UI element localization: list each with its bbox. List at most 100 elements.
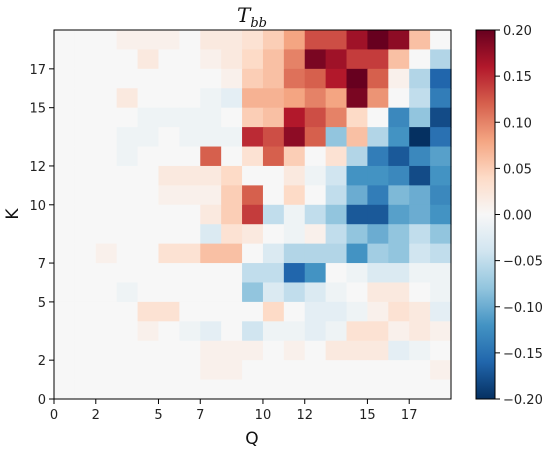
heatmap-cell <box>409 30 431 51</box>
heatmap-cell <box>388 379 410 400</box>
heatmap-cell <box>221 282 243 303</box>
heatmap-cell <box>325 185 348 206</box>
heatmap-cell <box>283 379 306 400</box>
heatmap-cell <box>137 263 160 284</box>
x-tick-label: 0 <box>50 408 58 423</box>
heatmap-cell <box>158 49 180 70</box>
heatmap-cell <box>200 282 222 303</box>
heatmap-cell <box>221 68 243 89</box>
heatmap-cell <box>304 185 327 206</box>
heatmap-cell <box>74 88 97 109</box>
heatmap-cell <box>325 204 348 225</box>
heatmap-cell <box>304 321 327 342</box>
heatmap-cell <box>388 49 410 70</box>
heatmap-cell <box>137 379 160 400</box>
heatmap-cell <box>283 107 306 128</box>
heatmap-cell <box>95 379 118 400</box>
heatmap-cell <box>346 146 369 167</box>
heatmap-cell <box>221 165 243 186</box>
heatmap-cell <box>430 224 452 245</box>
y-axis-ticks: 0 2 5 7 10 12 15 17 <box>29 63 54 408</box>
heatmap-cell <box>325 282 348 303</box>
heatmap-cell <box>200 321 222 342</box>
heatmap-cell <box>409 263 431 284</box>
heatmap-cell <box>388 340 410 361</box>
heatmap-cell <box>242 165 264 186</box>
plot-frame <box>53 29 452 400</box>
heatmap-cell <box>221 107 243 128</box>
colorbar-tick-label: −0.05 <box>503 255 543 270</box>
colorbar-tick-label: 0.05 <box>503 162 532 177</box>
heatmap-cell <box>388 165 410 186</box>
heatmap-cell <box>116 243 139 264</box>
heatmap-cell <box>74 263 97 284</box>
heatmap-cell <box>221 49 243 70</box>
heatmap-cell <box>179 379 201 400</box>
heatmap-cell <box>242 243 264 264</box>
heatmap-cell <box>242 282 264 303</box>
heatmap-cell <box>283 340 306 361</box>
heatmap-cell <box>304 88 327 109</box>
heatmap-cell <box>200 30 222 51</box>
heatmap-cell <box>430 185 452 206</box>
heatmap-cell <box>116 204 139 225</box>
heatmap-cell <box>388 68 410 89</box>
heatmap-cell <box>158 301 180 322</box>
heatmap-cell <box>430 204 452 225</box>
heatmap-cell <box>158 146 180 167</box>
x-tick-label: 10 <box>255 408 272 423</box>
heatmap-cell <box>158 107 180 128</box>
heatmap-cell <box>179 243 201 264</box>
heatmap-cell <box>388 243 410 264</box>
heatmap-cell <box>95 204 118 225</box>
heatmap-cell <box>116 165 139 186</box>
x-tick-label: 7 <box>196 408 204 423</box>
y-tick-label: 12 <box>29 160 46 175</box>
heatmap-cell <box>283 88 306 109</box>
heatmap-cell <box>242 68 264 89</box>
heatmap-cell <box>179 165 201 186</box>
heatmap-cell <box>262 68 285 89</box>
heatmap-cell <box>74 282 97 303</box>
y-tick-label: 17 <box>29 63 46 78</box>
heatmap-cell <box>179 68 201 89</box>
heatmap-cell <box>262 340 285 361</box>
heatmap-cell <box>179 127 201 148</box>
heatmap-cell <box>346 185 369 206</box>
heatmap-cell <box>137 301 160 322</box>
heatmap-cell <box>409 88 431 109</box>
heatmap-cell <box>74 68 97 89</box>
heatmap-cell <box>116 49 139 70</box>
heatmap-cell <box>200 340 222 361</box>
heatmap-cell <box>388 263 410 284</box>
heatmap-cell <box>116 185 139 206</box>
heatmap-cell <box>54 243 76 264</box>
heatmap-cell <box>158 243 180 264</box>
heatmap-cell <box>388 204 410 225</box>
heatmap-cell <box>430 107 452 128</box>
heatmap-cell <box>54 88 76 109</box>
heatmap-cell <box>346 49 369 70</box>
heatmap-cell <box>179 282 201 303</box>
heatmap-cell <box>179 185 201 206</box>
heatmap-cell <box>116 107 139 128</box>
heatmap-cell <box>283 127 306 148</box>
heatmap-cell <box>242 88 264 109</box>
heatmap-cell <box>346 243 369 264</box>
heatmap-cell <box>325 165 348 186</box>
heatmap-cell <box>388 185 410 206</box>
heatmap-cell <box>95 88 118 109</box>
heatmap-cell <box>409 360 431 381</box>
heatmap-cell <box>54 360 76 381</box>
heatmap-cell <box>346 282 369 303</box>
heatmap-cell <box>242 127 264 148</box>
heatmap-cell <box>325 49 348 70</box>
heatmap-cell <box>54 49 76 70</box>
heatmap-cell <box>74 30 97 51</box>
heatmap-cell <box>116 301 139 322</box>
heatmap-cell <box>158 379 180 400</box>
heatmap-cell <box>158 282 180 303</box>
heatmap-cell <box>304 49 327 70</box>
heatmap-cell <box>158 165 180 186</box>
heatmap-cell <box>367 340 389 361</box>
